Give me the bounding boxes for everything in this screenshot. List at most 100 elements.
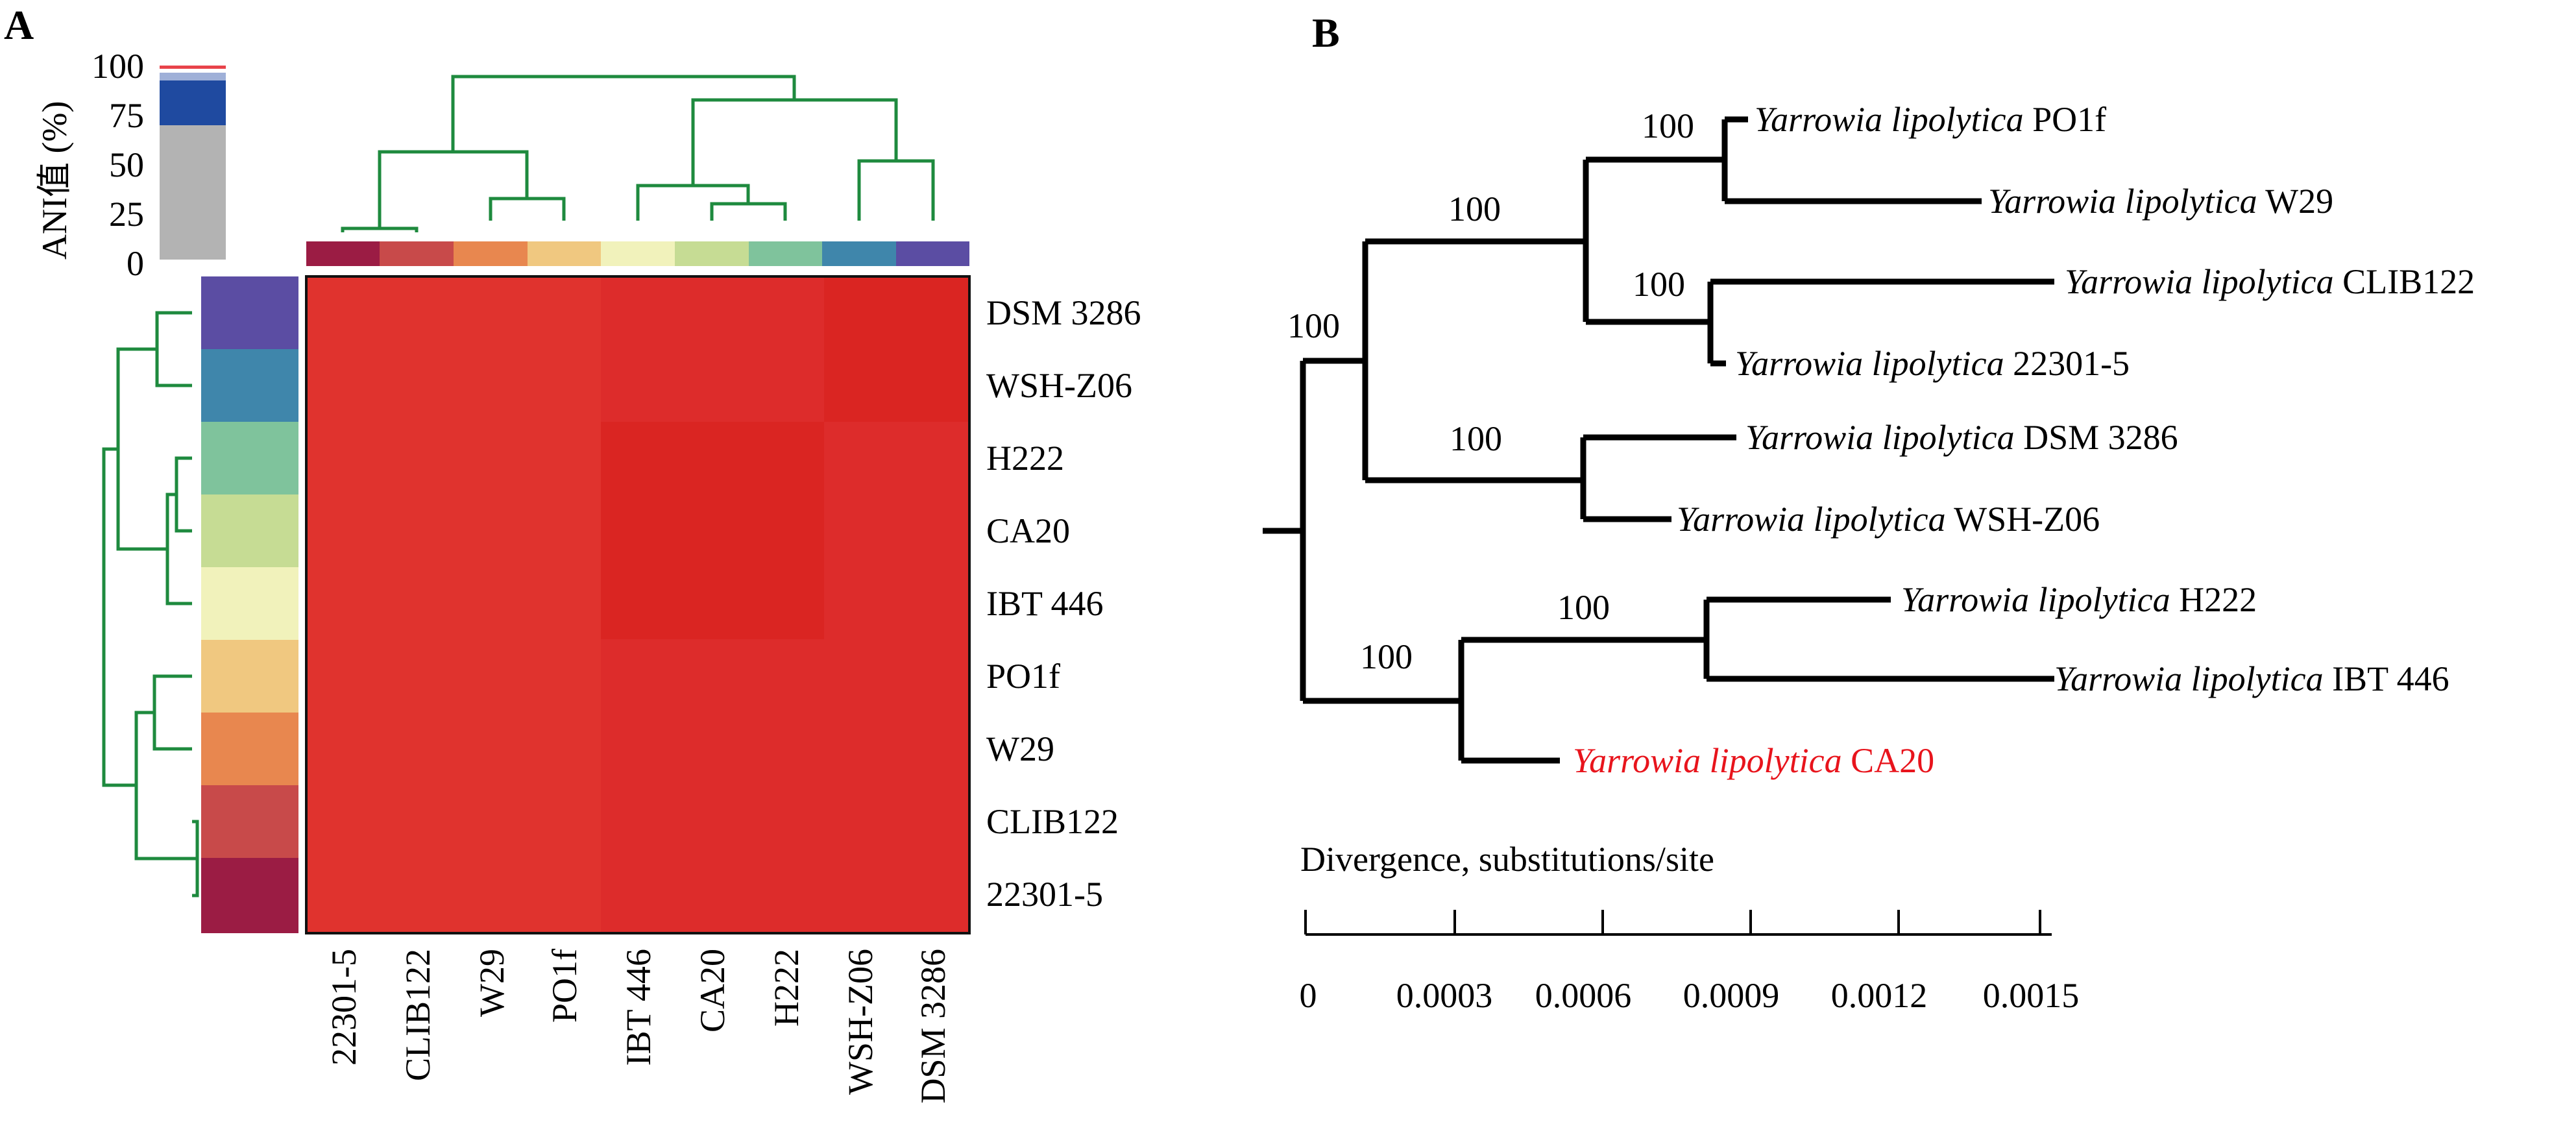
row-labels: DSM 3286 WSH-Z06 H222 CA20 IBT 446 PO1f … xyxy=(986,293,1141,914)
row-swatch-h222 xyxy=(201,422,298,494)
taxon-label-clib122: Yarrowia lipolytica CLIB122 xyxy=(2065,262,2475,301)
bootstrap-value: 100 xyxy=(1642,106,1694,145)
taxon-strain: H222 xyxy=(2179,580,2257,619)
panel-a-label: A xyxy=(4,2,34,48)
row-label: DSM 3286 xyxy=(986,293,1141,332)
row-label: PO1f xyxy=(986,657,1060,696)
heatmap xyxy=(305,275,971,934)
scale-tick-label: 0.0006 xyxy=(1535,976,1632,1015)
scale-tick-label: 0.0009 xyxy=(1683,976,1780,1015)
col-swatch-ca20 xyxy=(675,241,749,266)
col-swatch-w29 xyxy=(454,241,528,266)
legend-tick-labels: 100 75 50 25 0 xyxy=(91,47,144,283)
legend-blue-band xyxy=(160,80,226,125)
scale-tick-label: 0.0015 xyxy=(1983,976,2080,1015)
legend-red-band xyxy=(160,66,226,69)
taxon-label-po1f: Yarrowia lipolytica PO1f xyxy=(1755,100,2106,139)
column-label: CA20 xyxy=(693,949,732,1032)
taxon-species: Yarrowia lipolytica xyxy=(1735,344,2004,383)
row-swatch-22301-5 xyxy=(201,858,298,933)
column-dendrogram xyxy=(341,75,935,232)
row-swatch-ibt446 xyxy=(201,567,298,640)
column-labels: 22301-5 CLIB122 W29 PO1f IBT 446 CA20 H2… xyxy=(324,949,953,1104)
legend-tick: 100 xyxy=(91,47,144,86)
taxon-strain: W29 xyxy=(2265,182,2333,221)
row-swatch-ca20 xyxy=(201,494,298,567)
row-swatch-po1f xyxy=(201,640,298,713)
taxon-label-22301-5: Yarrowia lipolytica 22301-5 xyxy=(1735,344,2130,383)
row-label: 22301-5 xyxy=(986,875,1103,914)
column-color-strip xyxy=(306,241,969,266)
taxon-label-h222: Yarrowia lipolytica H222 xyxy=(1901,580,2257,619)
heatmap-block-middle xyxy=(601,422,824,639)
heatmap-border xyxy=(305,275,971,934)
taxon-species: Yarrowia lipolytica xyxy=(1901,580,2170,619)
row-color-strip xyxy=(201,276,298,933)
row-label: IBT 446 xyxy=(986,584,1104,623)
taxon-species: Yarrowia lipolytica xyxy=(1573,741,1842,780)
taxon-species: Yarrowia lipolytica xyxy=(2065,262,2334,301)
row-label: CA20 xyxy=(986,511,1070,550)
bootstrap-value: 100 xyxy=(1287,306,1340,345)
bootstrap-value: 100 xyxy=(1448,189,1501,228)
taxon-label-w29: Yarrowia lipolytica W29 xyxy=(1988,182,2333,221)
taxon-labels: Yarrowia lipolytica PO1f Yarrowia lipoly… xyxy=(1573,100,2475,780)
bootstrap-value: 100 xyxy=(1360,637,1413,676)
row-swatch-wsh-z06 xyxy=(201,349,298,422)
legend-tick: 75 xyxy=(109,96,144,135)
bootstrap-values: 100 100 100 100 100 100 100 xyxy=(1287,106,1694,676)
taxon-strain: IBT 446 xyxy=(2332,659,2449,698)
taxon-label-ibt446: Yarrowia lipolytica IBT 446 xyxy=(2054,659,2449,698)
taxon-strain: DSM 3286 xyxy=(2023,418,2178,457)
taxon-strain: CLIB122 xyxy=(2342,262,2475,301)
phylogenetic-tree xyxy=(1263,116,2054,764)
bootstrap-value: 100 xyxy=(1450,419,1502,458)
row-swatch-w29 xyxy=(201,713,298,785)
column-label: CLIB122 xyxy=(398,949,437,1081)
taxon-species: Yarrowia lipolytica xyxy=(1677,500,1946,539)
taxon-label-dsm3286: Yarrowia lipolytica DSM 3286 xyxy=(1745,418,2178,457)
taxon-label-ca20-highlighted: Yarrowia lipolytica CA20 xyxy=(1573,741,1934,780)
col-swatch-dsm3286 xyxy=(896,241,969,266)
taxon-label-wsh-z06: Yarrowia lipolytica WSH-Z06 xyxy=(1677,500,2100,539)
col-swatch-wsh-z06 xyxy=(822,241,896,266)
column-label: DSM 3286 xyxy=(914,949,953,1104)
taxon-species: Yarrowia lipolytica xyxy=(1755,100,2024,139)
col-swatch-ibt446 xyxy=(601,241,675,266)
panel-b-label: B xyxy=(1312,10,1340,56)
row-label: WSH-Z06 xyxy=(986,366,1132,405)
column-label: 22301-5 xyxy=(324,949,363,1066)
heatmap-block-upper xyxy=(824,276,969,422)
scale-axis-line xyxy=(1304,910,2052,936)
row-label: W29 xyxy=(986,729,1054,768)
row-swatch-clib122 xyxy=(201,785,298,858)
row-swatch-dsm3286 xyxy=(201,276,298,349)
scale-tick-label: 0.0012 xyxy=(1831,976,1928,1015)
column-label: W29 xyxy=(472,949,511,1017)
column-label: WSH-Z06 xyxy=(841,949,880,1095)
column-label: IBT 446 xyxy=(619,949,658,1066)
legend-tick: 50 xyxy=(109,145,144,184)
taxon-strain: PO1f xyxy=(2032,100,2106,139)
scale-tick-label: 0 xyxy=(1300,976,1317,1015)
column-label: H222 xyxy=(767,949,806,1027)
taxon-species: Yarrowia lipolytica xyxy=(2054,659,2324,698)
col-swatch-clib122 xyxy=(380,241,454,266)
taxon-species: Yarrowia lipolytica xyxy=(1988,182,2257,221)
ani-legend: 100 75 50 25 0 ANI值 (%) xyxy=(35,47,226,283)
taxon-strain: CA20 xyxy=(1851,741,1934,780)
scale-tick-labels: 0 0.0003 0.0006 0.0009 0.0012 0.0015 xyxy=(1300,976,2080,1015)
bootstrap-value: 100 xyxy=(1633,265,1685,304)
legend-light-band xyxy=(160,73,226,80)
legend-tick: 25 xyxy=(109,195,144,234)
row-dendrogram xyxy=(102,311,199,897)
col-swatch-h222 xyxy=(749,241,822,266)
taxon-strain: WSH-Z06 xyxy=(1954,500,2100,539)
scale-title: Divergence, substitutions/site xyxy=(1300,840,1714,879)
divergence-scale: Divergence, substitutions/site 0 0.0003 … xyxy=(1300,840,2080,1015)
scale-tick-label: 0.0003 xyxy=(1396,976,1493,1015)
legend-tick: 0 xyxy=(127,244,144,283)
row-label: CLIB122 xyxy=(986,802,1119,841)
col-swatch-22301-5 xyxy=(306,241,380,266)
